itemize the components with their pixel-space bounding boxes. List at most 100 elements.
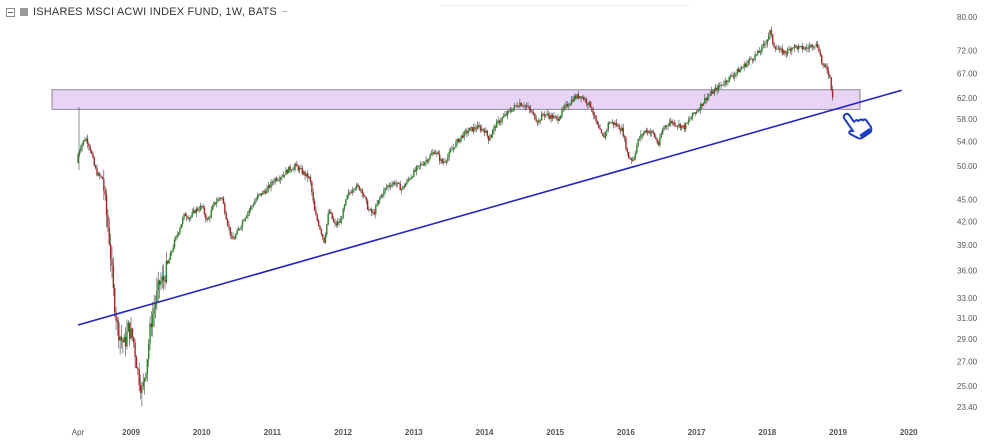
candle-body [685,123,687,130]
candle [565,100,567,110]
candle [347,189,350,199]
candle-body [210,210,212,218]
candle-body [791,47,793,51]
candle-body [617,124,619,126]
price-axis[interactable]: 80.00 72.00 67.00 62.00 58.00 54.00 50.00 45.00… [957,13,978,412]
candle [425,156,427,167]
candle-body [226,219,229,225]
candle-body [258,194,260,196]
candle [210,206,212,219]
candle [263,189,265,194]
candle-body [599,127,601,130]
candle-body [621,127,623,131]
candle-body [646,130,649,133]
candle [705,97,707,105]
candle-body [108,228,110,245]
candle-body [714,87,717,90]
candle-body [782,50,785,54]
candle-body [487,135,490,141]
candle-body [331,212,333,219]
candle-body [415,166,418,172]
candle-body [354,188,357,190]
candle-body [750,58,752,60]
candle-body [380,194,382,198]
candle [656,137,658,145]
candle [475,125,478,133]
collapse-legend-button[interactable] [6,7,15,17]
candle [679,123,682,131]
candle [317,218,320,227]
candle [767,32,770,42]
candle-body [375,206,377,215]
candle [349,190,351,196]
candle-body [84,140,86,142]
candle-body [82,140,85,144]
candle [655,134,657,140]
candle-body [729,75,732,77]
candle [373,208,376,216]
candle [803,45,805,51]
x-tick-label: 2014 [476,428,494,437]
candle-body [561,109,563,116]
candle-body [630,158,633,161]
candle [593,111,596,120]
legend-menu-caret[interactable]: ~ [281,6,288,18]
candle [400,187,403,195]
candle [604,131,607,140]
candle [156,277,158,311]
candle-body [482,128,484,131]
candle [195,206,197,218]
candle [523,102,525,109]
candle-body [413,170,415,177]
candle [807,44,809,53]
candle-body [165,260,168,283]
candle [207,216,210,220]
candle [735,72,737,79]
candle [430,149,433,156]
candle [146,358,149,382]
candle-body [763,43,766,45]
candle-body [570,99,573,104]
candle [629,155,631,160]
candle [262,190,264,195]
candle [685,122,687,132]
candle-body [385,187,388,189]
candle [618,123,620,130]
candle-body [826,66,828,71]
candle [691,112,694,121]
candle [180,224,183,229]
time-axis[interactable]: Apr 2009 2010 2011 2012 2013 2014 2015 2016 2017 2… [72,428,918,437]
x-tick-label: 2010 [193,428,211,437]
candle [796,45,798,51]
candle-body [825,64,827,67]
candle-body [731,75,733,77]
candle-body [663,127,665,130]
candle-body [135,356,138,369]
candle [128,322,131,347]
candle [530,105,532,114]
candle-body [273,182,275,183]
candle [360,188,362,193]
y-tick-label: 36.00 [957,266,978,275]
candle-body [494,126,497,128]
candle-body [381,194,384,196]
candle [404,182,407,187]
candle-body [547,113,550,116]
candle [743,61,745,72]
candle [638,136,641,141]
candle-body [803,48,805,50]
candle [765,40,767,48]
candle [406,178,408,185]
candle-body [156,290,158,303]
candle-body [704,97,706,103]
y-tick-label: 33.00 [957,294,978,303]
candle-body [157,280,159,291]
candle [814,46,816,51]
candle [508,108,510,114]
candle [135,354,138,369]
candle [364,194,366,198]
candle-body [350,192,352,194]
candle-body [459,138,461,143]
candle-body [434,152,437,155]
